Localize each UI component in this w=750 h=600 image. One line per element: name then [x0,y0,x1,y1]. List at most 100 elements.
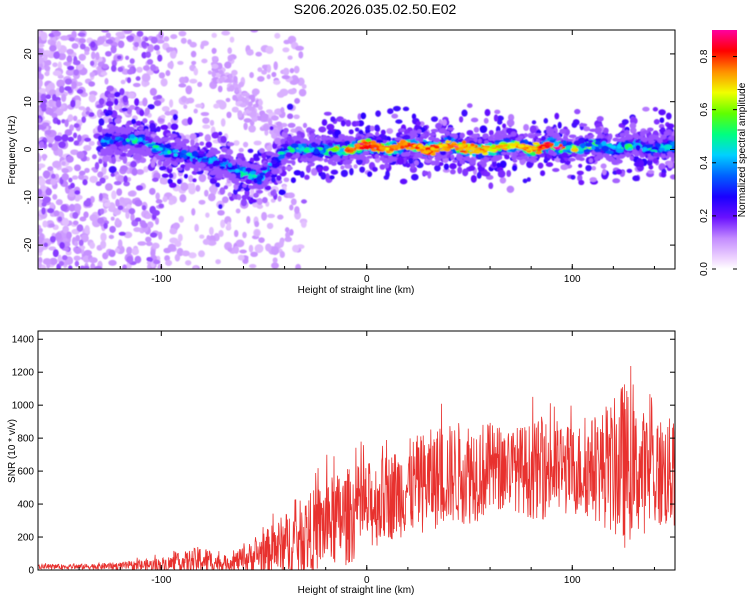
spectrogram-blob [570,152,577,157]
spectrogram-blob [38,177,46,187]
spectrogram-blob [207,151,215,157]
spectrogram-blob [227,54,234,62]
spectrogram-blob [489,149,496,153]
spectrogram-blob [42,122,50,127]
spectrogram-blob [669,153,675,158]
spectrogram-blob [236,152,244,159]
spectrogram-blob [157,263,163,269]
spectrogram-blob [309,162,315,167]
spectrogram-blob [149,87,157,96]
spectrogram-blob [418,138,424,143]
spectrogram-blob [133,227,142,233]
spectrogram-blob [191,150,199,157]
spectrogram-blob [134,131,140,136]
spectrogram-blob [434,164,441,172]
spectrogram-blob [167,61,174,69]
spectrogram-blob [493,114,499,122]
spectrogram-blob [372,166,378,172]
spectrogram-blob [470,175,477,183]
spectrogram-blob [221,157,228,163]
spectrogram-blob [418,144,424,148]
spectrogram-blob [215,173,224,179]
spectrogram-blob [113,98,119,106]
spectrogram-blob [178,83,187,88]
spectrogram-blob [97,124,103,133]
spectrogram-blob [129,104,136,110]
spectrogram-blob [224,61,232,69]
spectrogram-blob [88,94,96,103]
spectrogram-blob [64,78,73,85]
spectrogram-blob [76,64,83,71]
spectrogram-blob [111,134,116,140]
spectrogram-blob [190,50,197,58]
spectrogram-blob [246,196,252,201]
spectrogram-blob [88,81,96,87]
spectrogram-blob [568,157,576,162]
spectrogram-blob [70,182,75,189]
spectrogram-blob [344,140,351,145]
spectrogram-blob [430,116,439,122]
spectrogram-blob [111,190,117,200]
spectrogram-blob [379,151,385,155]
spectrogram-blob [583,126,591,132]
spectrogram-blob [134,217,142,222]
spectrogram-blob [199,234,205,239]
spectrogram-blob [305,153,313,158]
spectrogram-blob [197,151,205,155]
spectrogram-blob [289,80,299,85]
spectrogram-blob [137,126,144,131]
spectrogram-blob [477,138,482,144]
spectrogram-blob [248,244,254,253]
spectrogram-blob [611,159,619,166]
spectrogram-blob [131,247,140,256]
spectrogram-blob [89,175,98,184]
spectrogram-blob [445,141,450,144]
spectrogram-blob [76,89,84,94]
spectrogram-blob [545,162,554,168]
spectrogram-blob [284,236,292,243]
spectrogram-blob [248,94,256,100]
spectrogram-blob [463,157,471,161]
spectrogram-blob [79,265,86,269]
spectrogram-blob [414,146,421,150]
spectrogram-blob [285,231,291,239]
spectrogram-blob [88,257,98,264]
spectrogram-blob [270,190,275,196]
spectrogram-blob [207,193,216,202]
spectrogram-blob [186,152,193,157]
spectrogram-blob [659,117,665,124]
spectrogram-blob [83,265,90,269]
spectrogram-blob [253,192,259,198]
spectrogram-blob [102,155,109,162]
spectrogram-blob [510,131,517,137]
spectrogram-blob [66,55,73,63]
spectrogram-blob [123,175,128,183]
spectrogram-blob [174,240,182,248]
spectrogram-blob [338,133,346,140]
spectrogram-blob [660,172,667,178]
spectrogram-blob [191,158,197,162]
spectrogram-blob [181,250,190,257]
spectrogram-blob [482,134,488,139]
spectrogram-blob [287,113,294,120]
spectrogram-blob [578,157,585,162]
spectrogram-blob [197,81,203,88]
spectrogram-blob [249,112,257,118]
spectrogram-blob [213,103,220,109]
spectrogram-blob [256,197,263,206]
spectrogram-blob [370,140,377,145]
spectrogram-blob [241,194,248,200]
spectrogram-blob [89,214,98,222]
spectrogram-blob [595,152,603,156]
spectrogram-blob [272,142,278,150]
spectrogram-blob [261,113,269,120]
spectrogram-blob [124,144,132,150]
spectrogram-blob [340,119,346,127]
spectrogram-blob [156,94,163,100]
spectrogram-blob [214,150,221,154]
spectrogram-blob [494,109,501,115]
spectrogram-blob [428,132,436,136]
spectrogram-blob [609,145,617,149]
spectrogram-blob [353,154,360,160]
spectrogram-blob [120,165,128,172]
